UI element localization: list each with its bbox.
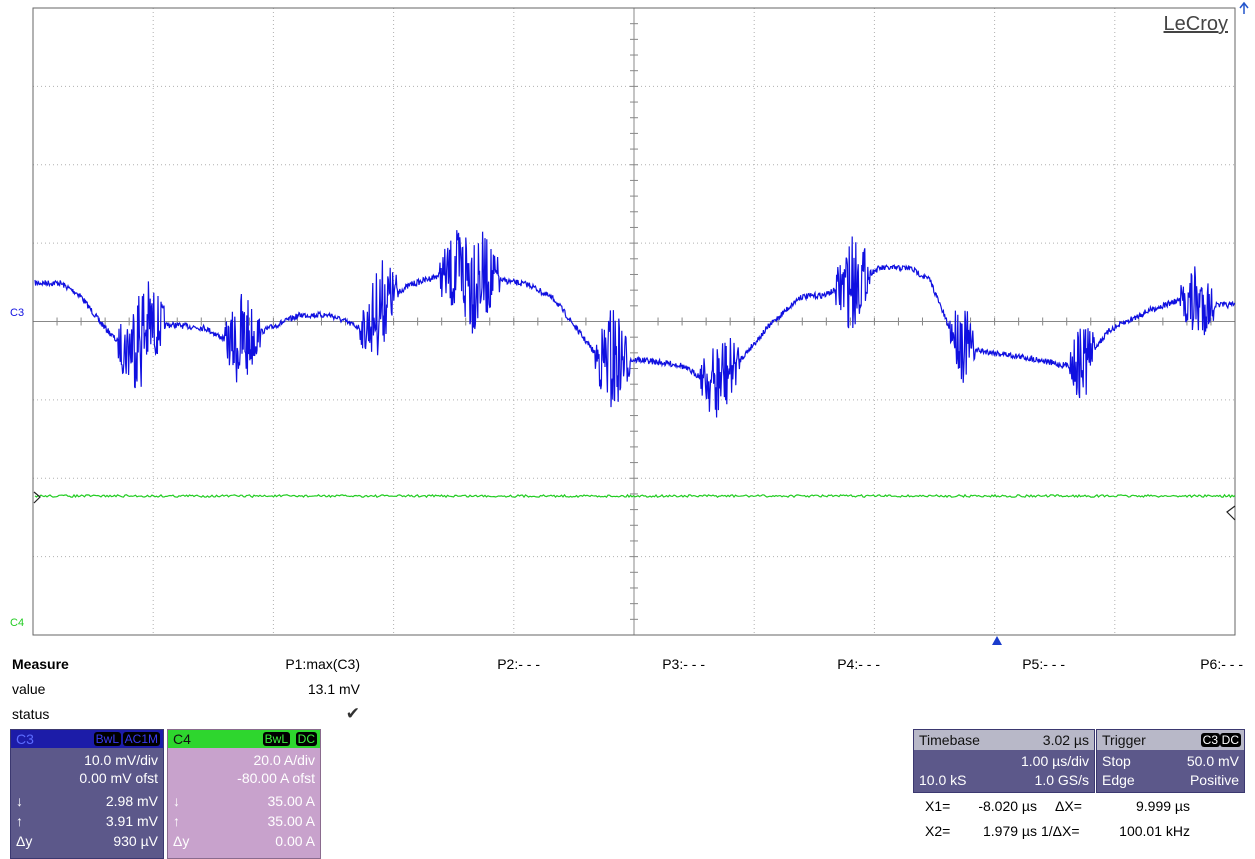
- inv-dx-value: 100.01 kHz: [1119, 823, 1190, 839]
- c4-delta: 0.00 A: [275, 833, 315, 849]
- c3-coupling-badge: AC1M: [122, 732, 160, 746]
- brand-logo: LeCroy: [1164, 13, 1228, 35]
- param-p3-label[interactable]: P3:- - -: [662, 656, 705, 672]
- c3-offset: 0.00 mV ofst: [79, 770, 158, 786]
- c4-trace: [34, 493, 1236, 499]
- trigger-source-badge: C3: [1200, 733, 1220, 747]
- measure-row-status-label: status: [12, 706, 50, 722]
- c4-delta-label: Δy: [173, 833, 190, 849]
- param-p4-label[interactable]: P4:- - -: [837, 656, 880, 672]
- timebase-descriptor[interactable]: Timebase 3.02 µs 1.00 µs/div 10.0 kS 1.0 …: [913, 729, 1095, 793]
- c4-cursor-low: 35.00 A: [267, 793, 316, 809]
- x1-value: -8.020 µs: [978, 798, 1037, 814]
- trigger-type: Edge: [1102, 772, 1135, 788]
- c4-descriptor[interactable]: C4 BwL DC 20.0 A/div -80.00 A ofst ↓ 35.0…: [167, 729, 321, 859]
- c3-descriptor[interactable]: C3 BwL AC1M 10.0 mV/div 0.00 mV ofst ↓ 2.…: [10, 729, 164, 859]
- trigger-slope: Positive: [1189, 772, 1239, 788]
- trigger-mode: Stop: [1102, 753, 1131, 769]
- c3-cursor-low-icon: ↓: [16, 793, 23, 809]
- param-p1-label[interactable]: P1:max(C3): [285, 656, 360, 672]
- inv-dx-label: 1/ΔX=: [1041, 823, 1080, 839]
- timebase-samples: 10.0 kS: [919, 772, 967, 788]
- measure-title[interactable]: Measure: [12, 656, 69, 672]
- measure-row-value-label: value: [12, 681, 46, 697]
- c4-cursor-high: 35.00 A: [267, 813, 316, 829]
- param-p6-label[interactable]: P6:- - -: [1200, 656, 1243, 672]
- waveform-display[interactable]: LeCroy C3 C4: [0, 0, 1255, 645]
- zoom-arrow-icon[interactable]: [1239, 1, 1249, 14]
- c3-cursor-low: 2.98 mV: [105, 793, 158, 809]
- c3-bw-badge: BwL: [93, 732, 121, 746]
- trigger-level: 50.0 mV: [1186, 753, 1239, 769]
- c4-scale: 20.0 A/div: [253, 752, 316, 768]
- c3-trace: [34, 230, 1236, 418]
- c3-descriptor-header: C3 BwL AC1M: [11, 730, 163, 748]
- trigger-delay-marker-icon[interactable]: [992, 636, 1002, 645]
- dx-value: 9.999 µs: [1136, 798, 1190, 814]
- param-p1-value: 13.1 mV: [307, 681, 360, 697]
- c3-marker-label[interactable]: C3: [10, 307, 24, 319]
- c3-delta-label: Δy: [16, 833, 33, 849]
- c4-marker-label[interactable]: C4: [10, 617, 24, 629]
- trigger-level-marker-right-icon: [1226, 505, 1236, 521]
- trigger-coupling-badge: DC: [1219, 733, 1241, 747]
- timebase-label: Timebase: [919, 732, 980, 748]
- param-p1-status-icon: ✔: [345, 704, 360, 723]
- c4-cursor-low-icon: ↓: [173, 793, 180, 809]
- dx-label: ΔX=: [1055, 798, 1082, 814]
- c4-descriptor-header: C4 BwL DC: [168, 730, 320, 748]
- c3-cursor-high: 3.91 mV: [105, 813, 158, 829]
- x2-value: 1.979 µs: [983, 823, 1037, 839]
- c3-cursor-high-icon: ↑: [16, 813, 23, 829]
- c4-coupling-badge: DC: [295, 732, 317, 746]
- trigger-label: Trigger: [1102, 732, 1146, 748]
- timebase-rate: 1.0 GS/s: [1034, 772, 1089, 788]
- timebase-delay: 3.02 µs: [1042, 732, 1089, 748]
- c3-delta: 930 µV: [113, 833, 158, 849]
- param-p2-label[interactable]: P2:- - -: [497, 656, 540, 672]
- c4-bw-badge: BwL: [262, 732, 290, 746]
- param-p5-label[interactable]: P5:- - -: [1022, 656, 1065, 672]
- graticule: [32, 7, 1236, 636]
- timebase-scale: 1.00 µs/div: [1021, 753, 1089, 769]
- trigger-descriptor[interactable]: Trigger C3 DC Stop 50.0 mV Edge Positive: [1096, 729, 1245, 793]
- c3-name: C3: [16, 731, 34, 747]
- x1-label: X1=: [925, 798, 951, 814]
- x2-label: X2=: [925, 823, 951, 839]
- c4-name: C4: [173, 731, 191, 747]
- c3-scale: 10.0 mV/div: [84, 752, 158, 768]
- c4-offset: -80.00 A ofst: [237, 770, 315, 786]
- c4-cursor-high-icon: ↑: [173, 813, 180, 829]
- trigger-level-marker-icon: [33, 491, 41, 504]
